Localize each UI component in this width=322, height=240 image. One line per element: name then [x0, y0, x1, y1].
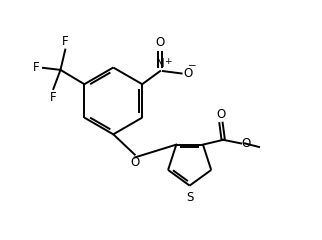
Text: −: − — [188, 61, 197, 71]
Text: N: N — [156, 57, 165, 70]
Text: F: F — [33, 61, 39, 74]
Text: +: + — [165, 57, 172, 66]
Text: O: O — [183, 67, 193, 80]
Text: O: O — [216, 108, 225, 120]
Text: O: O — [156, 36, 165, 49]
Text: O: O — [130, 156, 139, 169]
Text: S: S — [186, 191, 193, 204]
Text: F: F — [62, 35, 69, 48]
Text: O: O — [242, 137, 251, 150]
Text: F: F — [50, 91, 57, 104]
